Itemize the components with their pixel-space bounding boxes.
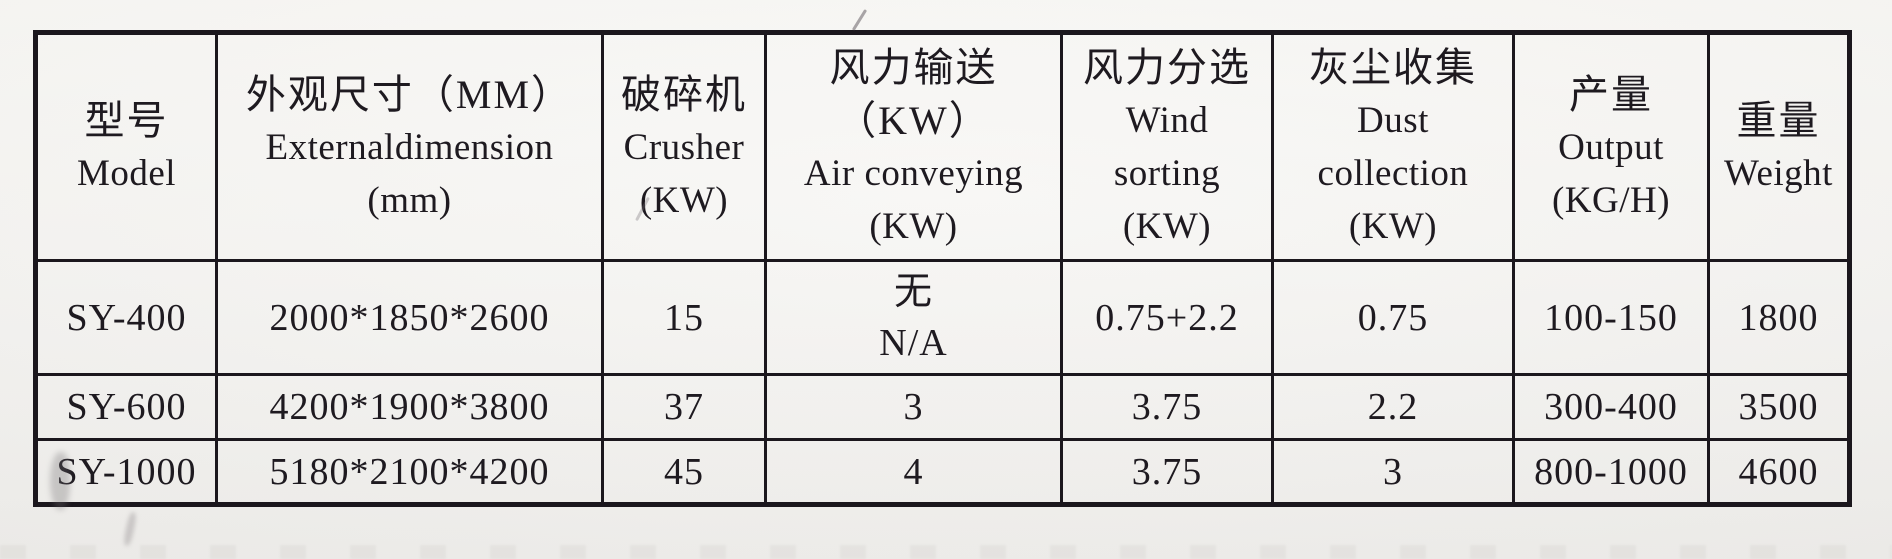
cell-external-dimension: 2000*1850*2600 [215, 259, 604, 376]
cell-crusher-kw: 45 [601, 438, 767, 506]
cell-weight: 1800 [1707, 259, 1851, 376]
cell-external-dimension: 5180*2100*4200 [215, 438, 604, 506]
spec-table: 型号 Model 外观尺寸（MM） Externaldimension (mm)… [33, 30, 1852, 507]
col-header-crusher: 破碎机 Crusher (KW) [601, 31, 767, 262]
col-header-model: 型号 Model [34, 31, 218, 262]
header-line-unit: (KW) [1122, 206, 1212, 247]
cell-crusher-kw: 15 [601, 259, 767, 376]
cell-output-kgh: 300-400 [1512, 373, 1710, 441]
header-line-en: Output [1558, 126, 1664, 168]
header-line-en: collection [1317, 153, 1469, 194]
cell-output-kgh: 100-150 [1512, 259, 1710, 376]
header-line-zh: 外观尺寸（MM） [245, 71, 574, 117]
cell-weight: 4600 [1707, 438, 1851, 506]
col-header-wind-sorting: 风力分选 Wind sorting (KW) [1060, 31, 1274, 262]
header-line-en: Crusher [623, 126, 745, 168]
cell-model: SY-600 [34, 373, 218, 441]
cell-air-conveying-kw: 无 N/A [764, 259, 1063, 376]
header-line-zh: 重量 [1736, 98, 1821, 143]
col-header-dust-collection: 灰尘收集 Dust collection (KW) [1271, 31, 1515, 262]
header-line-zh: 灰尘收集 [1309, 45, 1477, 90]
cell-model: SY-400 [34, 259, 218, 376]
header-line-unit: (mm) [367, 179, 452, 221]
cell-dust-collection-kw: 0.75 [1271, 259, 1515, 376]
cell-output-kgh: 800-1000 [1512, 438, 1710, 506]
header-line-en: Dust [1357, 100, 1429, 141]
col-header-output: 产量 Output (KG/H) [1512, 31, 1710, 262]
cell-crusher-kw: 37 [601, 373, 767, 441]
cell-air-conveying-kw: 4 [764, 438, 1063, 506]
header-line-zh: 型号 [84, 98, 169, 143]
header-line-unit: (KG/H) [1551, 179, 1671, 221]
header-line-unit: (KW) [869, 206, 958, 247]
cell-line: 无 [893, 270, 933, 313]
cell-wind-sorting-kw: 3.75 [1060, 373, 1274, 441]
spec-table-container: 型号 Model 外观尺寸（MM） Externaldimension (mm)… [33, 30, 1852, 507]
col-header-air-conveying: 风力输送 （KW） Air conveying (KW) [764, 31, 1063, 262]
header-line-zh: 风力输送 [829, 45, 998, 90]
header-line-zh: 风力分选 [1083, 45, 1251, 90]
header-line-zh: 破碎机 [621, 71, 747, 117]
table-row-sy-600: SY-600 4200*1900*3800 37 3 3.75 2.2 300-… [34, 373, 1851, 441]
cell-model: SY-1000 [34, 438, 218, 506]
table-row-sy-400: SY-400 2000*1850*2600 15 无 N/A 0.75+2.2 … [34, 259, 1851, 376]
scan-noise-strip [0, 545, 1892, 559]
col-header-weight: 重量 Weight [1707, 31, 1851, 262]
cell-line: N/A [879, 321, 948, 364]
table-header-row: 型号 Model 外观尺寸（MM） Externaldimension (mm)… [34, 31, 1851, 262]
col-header-external-dimension: 外观尺寸（MM） Externaldimension (mm) [215, 31, 604, 262]
header-line-zh: 产量 [1569, 71, 1653, 117]
header-line-en: sorting [1113, 153, 1221, 194]
cell-dust-collection-kw: 3 [1271, 438, 1515, 506]
header-line-en: Weight [1724, 153, 1833, 194]
header-line-unit: (KW) [639, 179, 729, 221]
header-line-en: Model [76, 153, 177, 194]
header-line-unit: (KW) [1348, 206, 1438, 247]
cell-weight: 3500 [1707, 373, 1851, 441]
cell-wind-sorting-kw: 0.75+2.2 [1060, 259, 1274, 376]
header-line-unit-zh: （KW） [836, 98, 991, 143]
cell-dust-collection-kw: 2.2 [1271, 373, 1515, 441]
table-row-sy-1000: SY-1000 5180*2100*4200 45 4 3.75 3 800-1… [34, 438, 1851, 506]
cell-wind-sorting-kw: 3.75 [1060, 438, 1274, 506]
cell-external-dimension: 4200*1900*3800 [215, 373, 604, 441]
cell-air-conveying-kw: 3 [764, 373, 1063, 441]
header-line-en: Externaldimension [265, 126, 554, 168]
header-line-en: Wind [1125, 100, 1209, 141]
header-line-en: Air conveying [803, 153, 1024, 194]
